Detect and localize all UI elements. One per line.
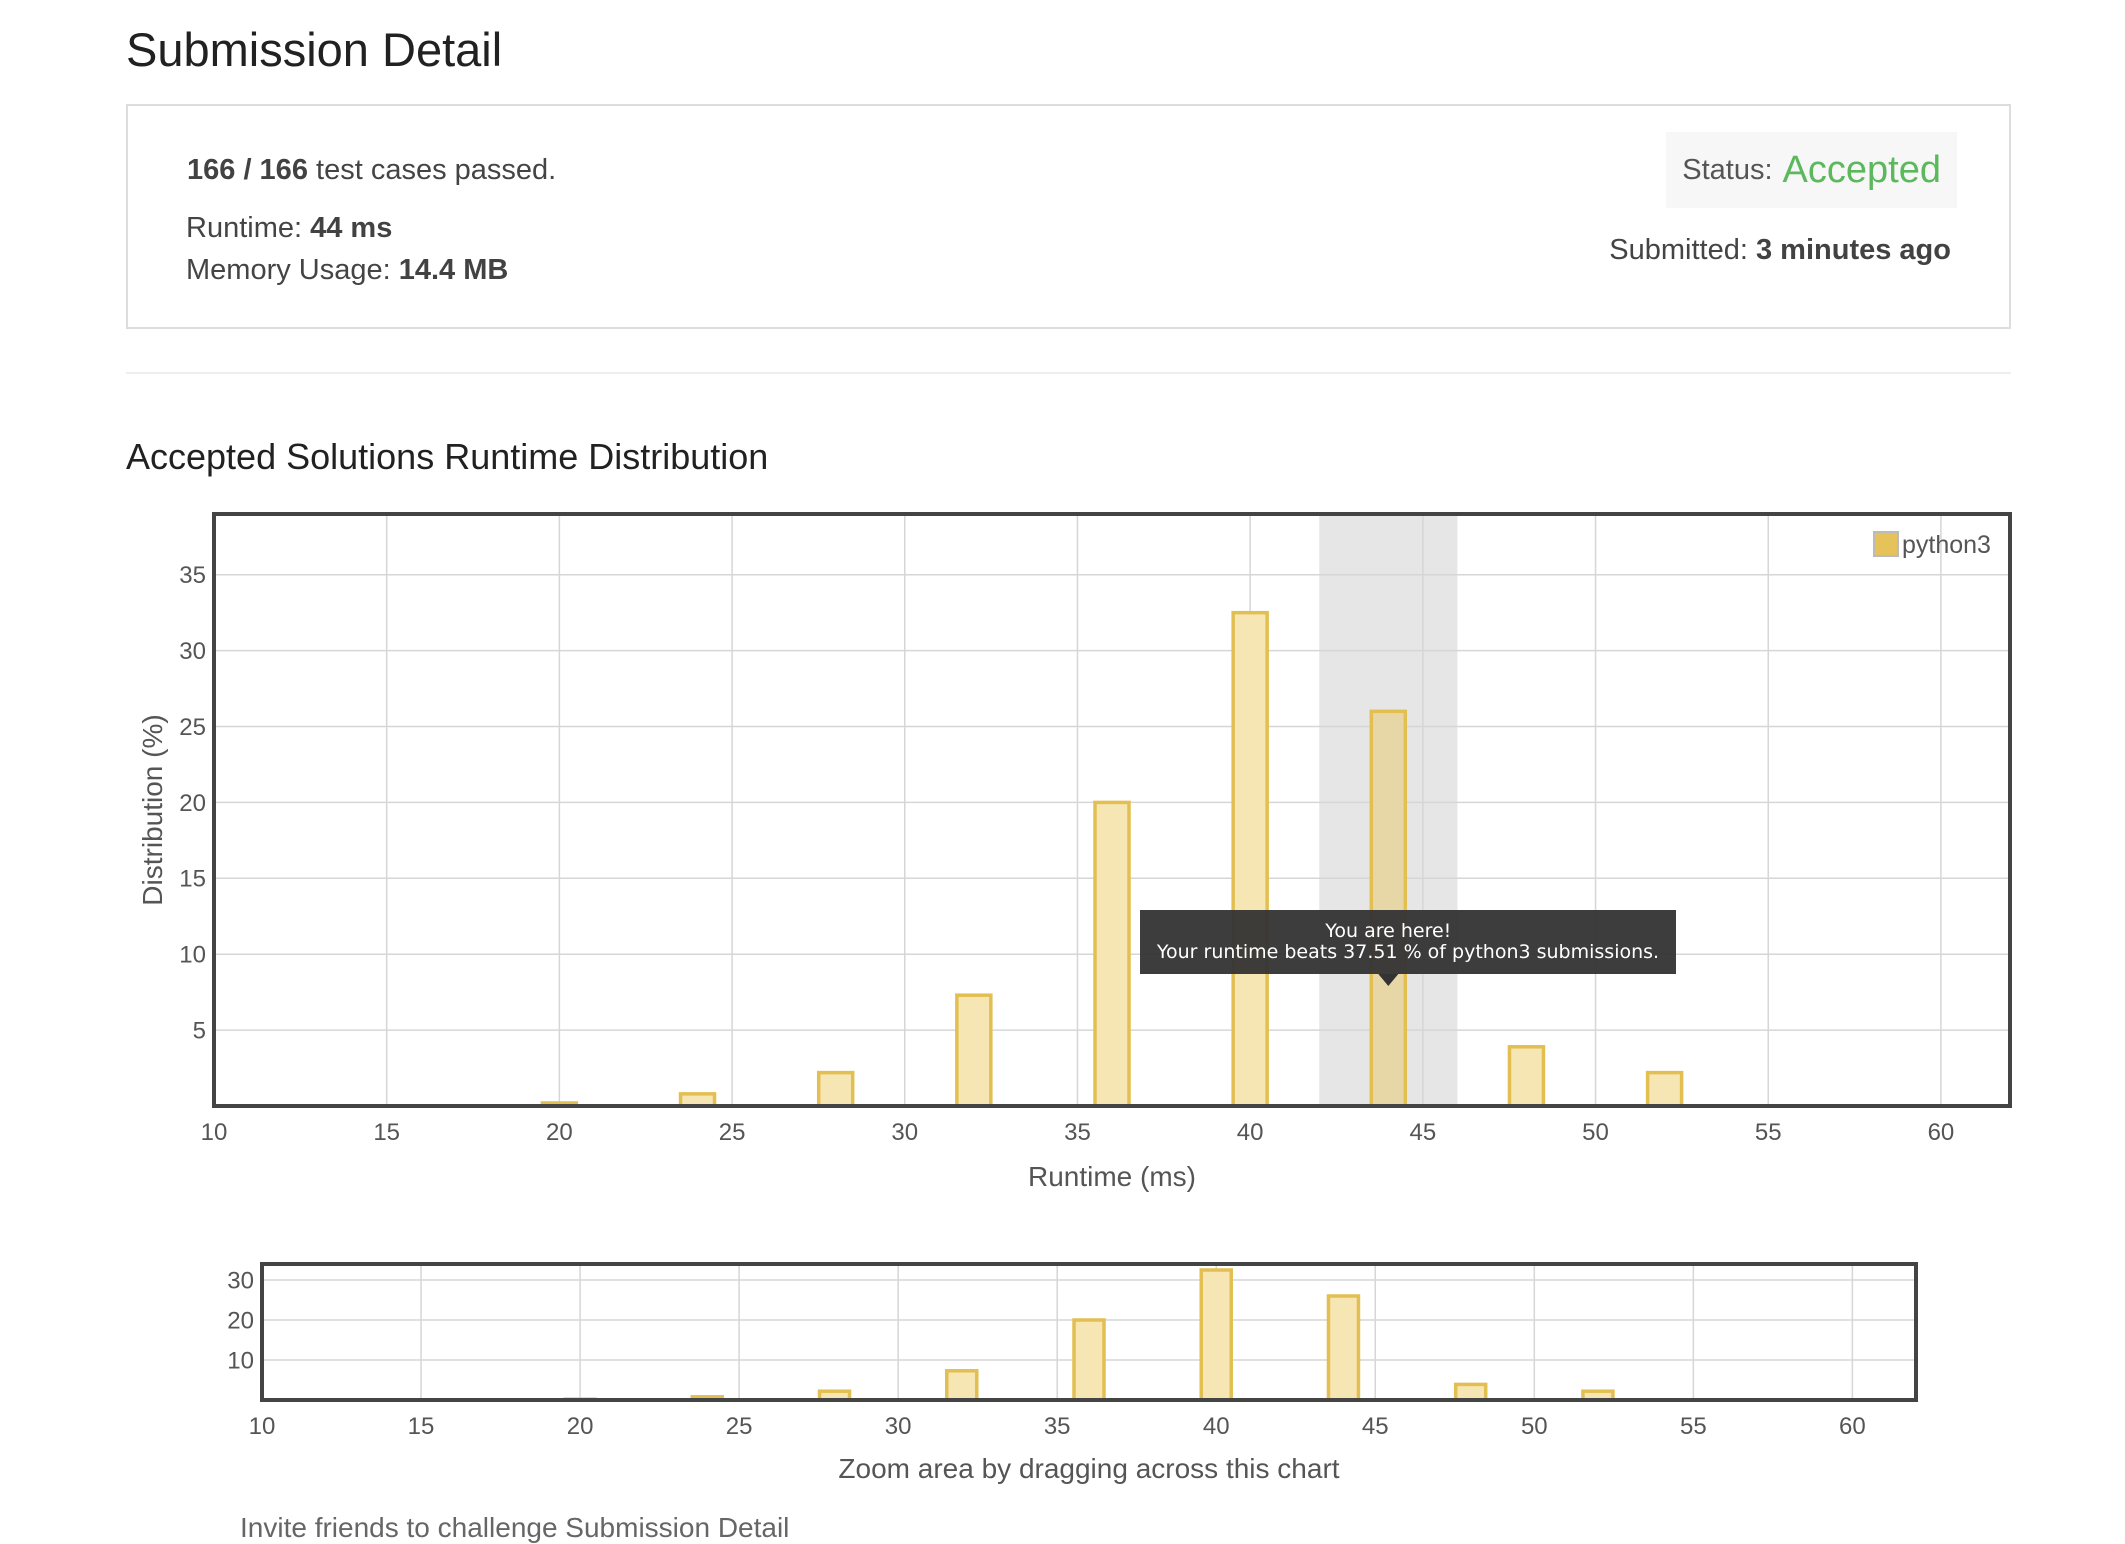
bar bbox=[955, 993, 993, 1108]
bar bbox=[1199, 1268, 1233, 1402]
x-tick-label: 50 bbox=[1582, 1119, 1609, 1146]
truncated-footer-text: Invite friends to challenge Submission D… bbox=[240, 1512, 790, 1543]
runtime-value: 44 ms bbox=[310, 212, 393, 244]
x-tick-label: 40 bbox=[1237, 1119, 1264, 1146]
y-tick-label: 35 bbox=[179, 562, 206, 589]
x-tick-label: 60 bbox=[1839, 1413, 1866, 1440]
y-tick-label: 5 bbox=[193, 1018, 206, 1045]
x-tick-label: 45 bbox=[1362, 1413, 1389, 1440]
legend-swatch bbox=[1873, 531, 1899, 557]
y-tick-label: 20 bbox=[179, 790, 206, 817]
x-tick-label: 25 bbox=[719, 1119, 746, 1146]
plot-frame bbox=[260, 1262, 1918, 1402]
y-tick-label: 10 bbox=[179, 942, 206, 969]
plot-frame bbox=[212, 512, 2012, 1108]
status-value[interactable]: Accepted bbox=[1782, 148, 1941, 191]
runtime-label: Runtime: bbox=[186, 212, 303, 244]
submitted-value: 3 minutes ago bbox=[1756, 234, 1951, 266]
memory-row: Memory Usage: 14.4 MB bbox=[186, 254, 508, 287]
y-tick-label: 30 bbox=[179, 638, 206, 665]
section-title: Accepted Solutions Runtime Distribution bbox=[126, 436, 769, 477]
runtime-row: Runtime: 44 ms bbox=[186, 212, 392, 245]
x-tick-label: 30 bbox=[891, 1119, 918, 1146]
y-tick-label: 30 bbox=[227, 1267, 254, 1294]
x-tick-label: 35 bbox=[1044, 1413, 1071, 1440]
bar bbox=[816, 1070, 855, 1108]
x-tick-label: 30 bbox=[885, 1413, 912, 1440]
bar bbox=[945, 1369, 979, 1402]
memory-label: Memory Usage: bbox=[186, 254, 391, 286]
x-axis-title: Runtime (ms) bbox=[1028, 1161, 1196, 1192]
x-tick-label: 15 bbox=[408, 1413, 435, 1440]
x-tick-label: 60 bbox=[1928, 1119, 1955, 1146]
x-tick-label: 20 bbox=[567, 1413, 594, 1440]
x-tick-label: 25 bbox=[726, 1413, 753, 1440]
status-label: Status: bbox=[1682, 153, 1773, 186]
memory-value: 14.4 MB bbox=[398, 254, 509, 286]
bar bbox=[1369, 709, 1408, 1108]
tests-passed-count: 166 / 166 bbox=[187, 154, 308, 186]
tooltip-pointer bbox=[1378, 974, 1399, 986]
tooltip-line-1: You are here! bbox=[1324, 920, 1451, 942]
x-tick-label: 55 bbox=[1680, 1413, 1707, 1440]
submission-summary: 166 / 166 test cases passed. Runtime: 44… bbox=[126, 104, 2011, 329]
x-tick-label: 35 bbox=[1064, 1119, 1091, 1146]
x-tick-label: 50 bbox=[1521, 1413, 1548, 1440]
x-tick-label: 15 bbox=[373, 1119, 400, 1146]
bar bbox=[1326, 1294, 1361, 1402]
x-tick-label: 45 bbox=[1409, 1119, 1436, 1146]
x-tick-label: 40 bbox=[1203, 1413, 1230, 1440]
page-title: Submission Detail bbox=[126, 23, 503, 76]
x-tick-label: 20 bbox=[546, 1119, 573, 1146]
tooltip-line-2: Your runtime beats 37.51 % of python3 su… bbox=[1156, 941, 1659, 963]
tooltip-box bbox=[1140, 910, 1676, 974]
legend-label: python3 bbox=[1902, 531, 1991, 559]
submitted-label: Submitted: bbox=[1609, 234, 1748, 266]
x-tick-label: 10 bbox=[201, 1119, 228, 1146]
y-axis-title: Distribution (%) bbox=[137, 714, 168, 905]
divider bbox=[126, 372, 2011, 374]
x-tick-label: 55 bbox=[1755, 1119, 1782, 1146]
y-tick-label: 20 bbox=[227, 1307, 254, 1334]
runtime-distribution-chart[interactable]: 10 15 20 25 30 35 40 45 50 55 60 5 10 15 20 25 30 35 Runti… bbox=[0, 0, 2125, 1230]
tests-passed-suffix: test cases passed. bbox=[316, 154, 557, 186]
y-tick-label: 25 bbox=[179, 714, 206, 741]
y-tick-label: 10 bbox=[227, 1347, 254, 1374]
bar bbox=[1072, 1318, 1106, 1402]
y-tick-label: 15 bbox=[179, 866, 206, 893]
zoom-navigator-chart[interactable]: 10 15 20 25 30 35 40 45 50 55 60 10 20 30 Zoom area by… bbox=[0, 0, 2125, 1510]
status-badge: Status: Accepted bbox=[1666, 132, 1957, 208]
bar bbox=[1453, 1382, 1488, 1402]
zoom-caption: Zoom area by dragging across this chart bbox=[838, 1453, 1339, 1484]
x-tick-label: 10 bbox=[249, 1413, 276, 1440]
tests-passed: 166 / 166 test cases passed. bbox=[187, 154, 556, 187]
submitted-row: Submitted: 3 minutes ago bbox=[1609, 234, 1951, 267]
bar bbox=[1645, 1070, 1684, 1108]
